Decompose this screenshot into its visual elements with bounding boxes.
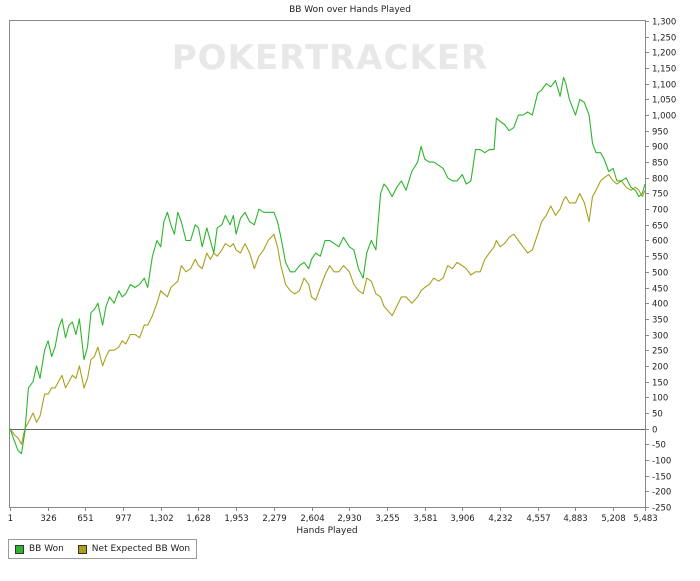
y-tick-label: 250 — [652, 347, 668, 357]
x-axis: 1 326 651 977 1,302 1,628 1,953 2,279 2,604 2,930… — [8, 507, 658, 524]
y-tick-label: 150 — [652, 379, 668, 389]
legend-item-net-expected: Net Expected BB Won — [77, 544, 191, 554]
y-tick-label: -50 — [652, 441, 666, 451]
legend-swatch — [77, 544, 87, 554]
x-tick-label: 2,604 — [300, 514, 324, 524]
x-tick-label: 1,953 — [224, 514, 248, 524]
legend-swatch — [15, 544, 24, 554]
legend-label: BB Won — [29, 544, 64, 554]
legend-item-bb-won: BB Won — [15, 544, 64, 554]
x-tick-label: 4,883 — [563, 514, 587, 524]
y-tick-label: 650 — [652, 222, 668, 232]
y-tick-label: 400 — [652, 300, 668, 310]
y-tick-label: 1,200 — [652, 49, 676, 59]
y-tick-label: 850 — [652, 159, 668, 169]
x-tick-label: 5,483 — [633, 514, 657, 524]
y-tick-label: 450 — [652, 285, 668, 295]
x-tick-label: 3,906 — [450, 514, 474, 524]
y-tick-label: 50 — [652, 410, 663, 420]
watermark-logo: POKERTRACKER — [172, 38, 488, 78]
y-tick-label: 350 — [652, 316, 668, 326]
y-tick-label: 500 — [652, 269, 668, 279]
x-axis-title: Hands Played — [296, 526, 357, 536]
y-tick-label: 800 — [652, 175, 668, 185]
x-tick-label: 1,302 — [149, 514, 173, 524]
y-tick-label: 200 — [652, 363, 668, 373]
y-tick-label: 1,300 — [652, 18, 676, 28]
y-tick-label: 900 — [652, 143, 668, 153]
legend: BB Won Net Expected BB Won — [8, 539, 198, 559]
x-tick-label: 1,628 — [186, 514, 210, 524]
x-tick-label: 4,557 — [526, 514, 550, 524]
y-tick-label: 1,050 — [652, 96, 676, 106]
y-axis: -250 -200 -150 -100 -50 0 50 100 150 200 250 300 350… — [645, 18, 676, 514]
x-tick-label: 1 — [8, 514, 13, 524]
x-tick-label: 3,581 — [413, 514, 437, 524]
chart-title: BB Won over Hands Played — [289, 5, 411, 15]
y-tick-label: 750 — [652, 190, 668, 200]
x-tick-label: 5,208 — [601, 514, 625, 524]
y-tick-label: -250 — [652, 504, 671, 514]
y-tick-label: 1,000 — [652, 112, 676, 122]
y-tick-label: -150 — [652, 473, 671, 483]
legend-label: Net Expected BB Won — [91, 544, 191, 554]
y-tick-label: 1,150 — [652, 65, 676, 75]
y-tick-label: 1,100 — [652, 81, 676, 91]
y-tick-label: -200 — [652, 488, 671, 498]
plot-area — [9, 20, 646, 508]
y-tick-label: 300 — [652, 332, 668, 342]
y-tick-label: 950 — [652, 128, 668, 138]
y-tick-label: 550 — [652, 253, 668, 263]
y-tick-label: -100 — [652, 457, 671, 467]
series-lines — [9, 76, 646, 455]
x-tick-label: 326 — [40, 514, 56, 524]
x-tick-label: 4,232 — [488, 514, 512, 524]
y-tick-label: 600 — [652, 237, 668, 247]
series-line-bb-won — [9, 76, 646, 455]
y-tick-label: 700 — [652, 206, 668, 216]
y-tick-label: 0 — [652, 426, 657, 436]
x-tick-label: 651 — [77, 514, 93, 524]
y-tick-label: 100 — [652, 394, 668, 404]
y-tick-label: 1,250 — [652, 34, 676, 44]
x-tick-label: 2,930 — [337, 514, 361, 524]
x-tick-label: 2,279 — [262, 514, 286, 524]
x-tick-label: 3,255 — [375, 514, 399, 524]
series-line-net-expected — [9, 174, 646, 445]
x-tick-label: 977 — [115, 514, 131, 524]
